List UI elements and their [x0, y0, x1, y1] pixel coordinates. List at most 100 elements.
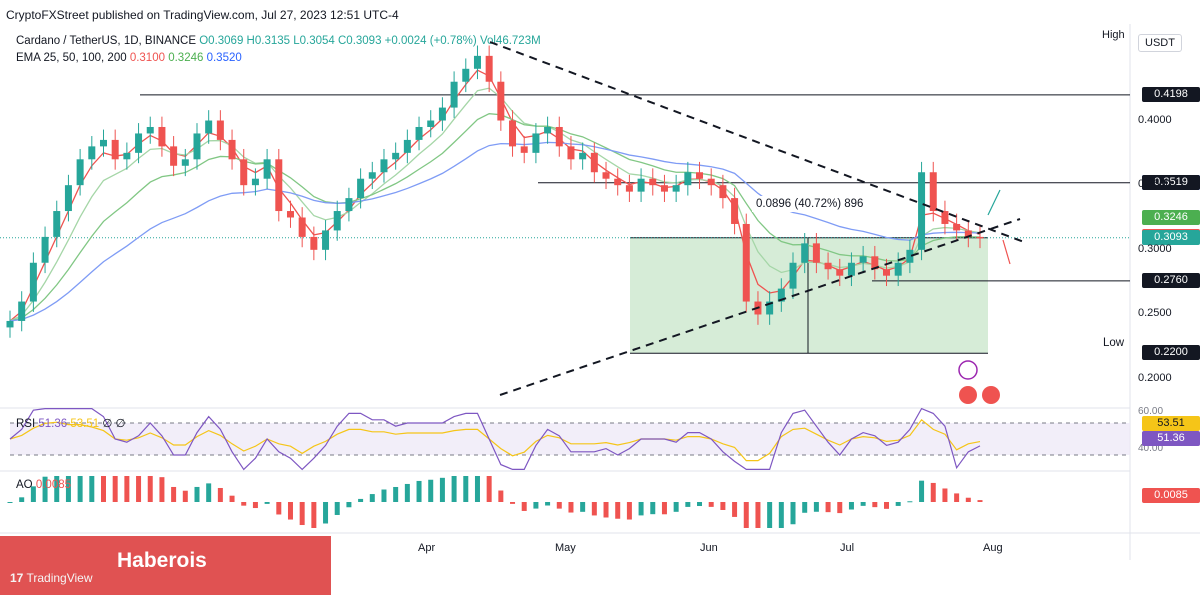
candle [205, 120, 213, 134]
ao-bar [638, 502, 644, 516]
ao-bar [790, 502, 796, 525]
ao-bar [977, 500, 983, 502]
watermark-banner [0, 536, 331, 595]
x-tick-label: Aug [983, 542, 1003, 554]
ao-bar [358, 498, 364, 502]
ao-bar [498, 490, 504, 502]
publisher-header: CryptoFXStreet published on TradingView.… [6, 8, 399, 22]
ao-bar [697, 502, 703, 507]
candle [590, 152, 598, 173]
measure-box [630, 237, 988, 354]
ao-bar [510, 502, 516, 504]
candle [135, 133, 143, 153]
ema-label[interactable]: EMA 25, 50, 100, 200 [16, 52, 127, 64]
symbol-legend: Cardano / TetherUS, 1D, BINANCE O0.3069 … [16, 35, 541, 47]
ao-bar [217, 487, 223, 502]
ao-bar [171, 486, 177, 502]
ao-bar [720, 502, 726, 510]
ao-bar [802, 502, 808, 513]
y-tick-label: 0.3000 [1138, 242, 1172, 255]
candle [380, 159, 388, 173]
rsi-label[interactable]: RSI [16, 418, 36, 430]
ao-bar [603, 502, 609, 518]
candle [544, 126, 552, 134]
candle [216, 120, 224, 140]
ema25-value: 0.3100 [129, 52, 165, 64]
price-tag: 0.3246 [1142, 210, 1200, 226]
currency-button[interactable]: USDT [1138, 34, 1182, 52]
ao-bar [124, 476, 130, 502]
candle [99, 139, 107, 147]
ao-bar [136, 476, 142, 502]
candle [228, 139, 236, 160]
candle [170, 146, 178, 166]
ao-bar [521, 502, 527, 511]
ao-bar [381, 489, 387, 502]
ao-bar [930, 482, 936, 502]
ema-line-3 [9, 141, 981, 322]
candle [918, 172, 926, 250]
ao-bar [591, 502, 597, 516]
candle [240, 159, 248, 186]
candle [649, 178, 657, 186]
candle [754, 301, 762, 315]
candle [812, 243, 820, 263]
candle [64, 185, 72, 212]
candle [953, 223, 961, 231]
ao-bar [241, 502, 247, 506]
ao-label[interactable]: AO [16, 479, 33, 491]
rsi-legend: RSI 51.36 53.51 ∅ ∅ [16, 416, 126, 430]
candle [298, 217, 306, 237]
candle [322, 230, 330, 250]
candle [696, 172, 704, 179]
rsi-ma-line [9, 418, 981, 462]
ao-bar [965, 497, 971, 502]
candle [403, 139, 411, 153]
x-tick-label: May [555, 542, 576, 554]
ao-bar [884, 502, 890, 509]
candle [76, 159, 84, 186]
x-tick-label: Jul [840, 542, 855, 554]
ao-bar [837, 502, 843, 514]
symbol-name[interactable]: Cardano / TetherUS, 1D, BINANCE [16, 35, 197, 47]
candle [193, 133, 201, 160]
ao-bar [673, 502, 679, 512]
candle [847, 262, 855, 276]
ao-bar [954, 493, 960, 502]
candle [415, 126, 423, 140]
ao-bar [685, 502, 691, 507]
ao-bar [545, 502, 551, 506]
low-label: Low [1103, 337, 1125, 349]
candle [859, 256, 867, 263]
candle [824, 262, 832, 270]
candle [929, 172, 937, 212]
brand-label: TradingView [26, 571, 93, 585]
candle [777, 288, 785, 302]
ao-bar [252, 502, 258, 509]
candle [941, 211, 949, 224]
ao-bar [369, 494, 375, 502]
candle [392, 152, 400, 160]
rsi-extra: ∅ ∅ [102, 418, 126, 430]
candle [310, 236, 318, 250]
candle [625, 185, 633, 192]
ao-bar [89, 476, 95, 502]
ao-bar [743, 502, 749, 528]
candle [438, 107, 446, 121]
candle [53, 211, 61, 237]
ascending-trendline [499, 218, 1021, 396]
ao-bar [182, 490, 188, 502]
y-tick-label: 0.4000 [1138, 113, 1172, 126]
candle [731, 198, 739, 224]
rsi-band [10, 423, 1130, 455]
candle [520, 146, 528, 153]
ao-bar [474, 476, 480, 502]
ao-bar [159, 477, 165, 502]
candle [357, 178, 365, 199]
candle [111, 139, 119, 160]
rsi-level-40: 40.00 [1138, 443, 1164, 454]
ao-bar [848, 502, 854, 510]
tradingview-logo[interactable]: 17 TradingView [10, 571, 93, 585]
ao-bar [907, 501, 913, 503]
